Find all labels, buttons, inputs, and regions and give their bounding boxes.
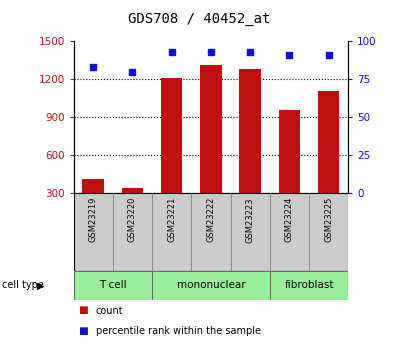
Text: GSM23220: GSM23220 — [128, 197, 137, 243]
Point — [286, 52, 293, 58]
Bar — [200, 66, 222, 193]
Text: cell type: cell type — [2, 280, 44, 290]
Point — [168, 49, 175, 55]
Bar — [279, 110, 300, 193]
Text: GSM23225: GSM23225 — [324, 197, 333, 243]
Point — [247, 49, 254, 55]
Text: GSM23224: GSM23224 — [285, 197, 294, 243]
Bar — [113, 193, 152, 271]
Text: GSM23221: GSM23221 — [167, 197, 176, 243]
Text: GSM23222: GSM23222 — [207, 197, 215, 243]
Text: ■: ■ — [78, 306, 87, 315]
Text: GSM23223: GSM23223 — [246, 197, 255, 243]
Bar — [161, 78, 183, 193]
Text: GDS708 / 40452_at: GDS708 / 40452_at — [128, 12, 270, 26]
Point — [90, 65, 96, 70]
Bar — [270, 271, 348, 300]
Bar — [74, 271, 152, 300]
Point — [129, 69, 136, 75]
Bar — [230, 193, 270, 271]
Text: T cell: T cell — [99, 280, 127, 290]
Bar — [191, 193, 230, 271]
Text: fibroblast: fibroblast — [284, 280, 334, 290]
Text: count: count — [96, 306, 123, 315]
Bar — [239, 69, 261, 193]
Point — [326, 52, 332, 58]
Bar — [122, 188, 143, 193]
Point — [208, 49, 214, 55]
Text: GSM23219: GSM23219 — [89, 197, 98, 243]
Text: mononuclear: mononuclear — [177, 280, 245, 290]
Bar — [270, 193, 309, 271]
Text: percentile rank within the sample: percentile rank within the sample — [96, 326, 261, 336]
Bar — [74, 193, 113, 271]
Bar — [82, 179, 104, 193]
Bar — [309, 193, 348, 271]
Text: ■: ■ — [78, 326, 87, 336]
Bar — [318, 91, 339, 193]
Text: ▶: ▶ — [37, 280, 44, 290]
Bar — [152, 193, 191, 271]
Bar — [152, 271, 270, 300]
